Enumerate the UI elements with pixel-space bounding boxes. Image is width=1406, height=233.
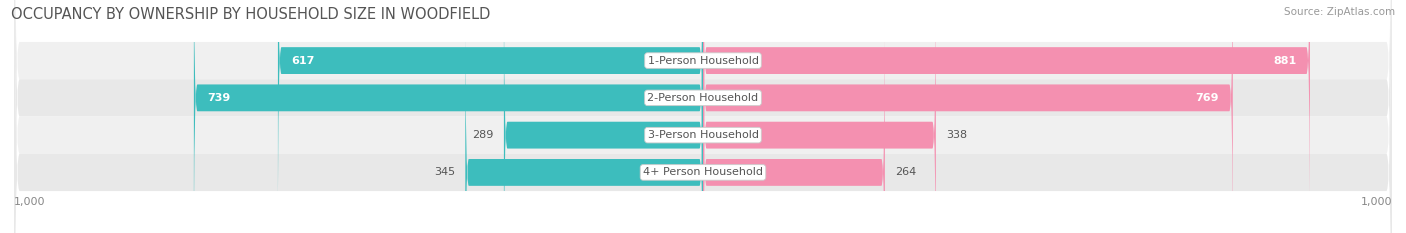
Text: 1,000: 1,000 [1361, 197, 1392, 207]
FancyBboxPatch shape [14, 0, 1392, 233]
Text: 3-Person Household: 3-Person Household [648, 130, 758, 140]
FancyBboxPatch shape [14, 0, 1392, 233]
FancyBboxPatch shape [703, 0, 936, 233]
Text: 4+ Person Household: 4+ Person Household [643, 168, 763, 177]
FancyBboxPatch shape [194, 0, 703, 233]
FancyBboxPatch shape [703, 0, 1233, 233]
FancyBboxPatch shape [703, 0, 884, 233]
Text: 1,000: 1,000 [14, 197, 45, 207]
FancyBboxPatch shape [703, 0, 1310, 233]
Text: 617: 617 [291, 56, 315, 65]
Text: 264: 264 [896, 168, 917, 177]
Text: 769: 769 [1195, 93, 1219, 103]
Text: Source: ZipAtlas.com: Source: ZipAtlas.com [1284, 7, 1395, 17]
FancyBboxPatch shape [465, 0, 703, 233]
Text: OCCUPANCY BY OWNERSHIP BY HOUSEHOLD SIZE IN WOODFIELD: OCCUPANCY BY OWNERSHIP BY HOUSEHOLD SIZE… [11, 7, 491, 22]
Text: 881: 881 [1272, 56, 1296, 65]
Text: 1-Person Household: 1-Person Household [648, 56, 758, 65]
Text: 345: 345 [434, 168, 456, 177]
FancyBboxPatch shape [14, 0, 1392, 233]
Text: 338: 338 [946, 130, 967, 140]
FancyBboxPatch shape [503, 0, 703, 233]
Text: 289: 289 [472, 130, 494, 140]
Text: 739: 739 [208, 93, 231, 103]
FancyBboxPatch shape [278, 0, 703, 233]
Text: 2-Person Household: 2-Person Household [647, 93, 759, 103]
FancyBboxPatch shape [14, 0, 1392, 233]
